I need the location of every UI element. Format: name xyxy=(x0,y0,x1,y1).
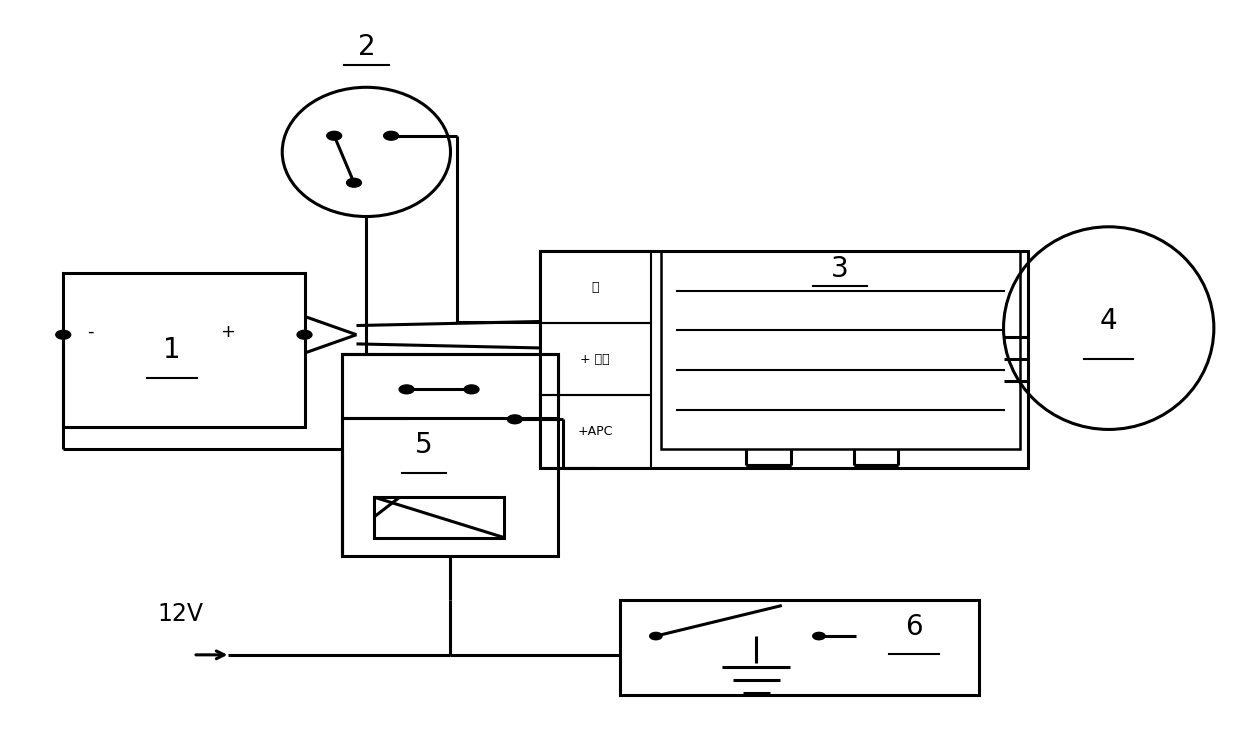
Text: 1: 1 xyxy=(162,336,181,364)
Circle shape xyxy=(383,131,398,140)
Circle shape xyxy=(346,178,361,187)
Bar xyxy=(620,600,978,695)
Circle shape xyxy=(507,415,522,424)
Text: 2: 2 xyxy=(357,33,376,61)
Bar xyxy=(539,324,651,396)
Circle shape xyxy=(464,385,479,394)
Text: 12V: 12V xyxy=(157,602,203,626)
Text: 地: 地 xyxy=(591,281,599,293)
Text: +: + xyxy=(219,323,234,340)
Bar xyxy=(342,354,558,419)
Circle shape xyxy=(298,330,312,339)
Circle shape xyxy=(56,330,71,339)
Bar xyxy=(342,354,558,556)
Bar xyxy=(63,273,305,427)
Bar xyxy=(374,497,503,537)
Circle shape xyxy=(399,385,414,394)
Bar xyxy=(539,251,651,324)
Text: 6: 6 xyxy=(905,612,923,640)
Text: +APC: +APC xyxy=(578,425,613,438)
Text: 5: 5 xyxy=(415,430,433,458)
Circle shape xyxy=(327,131,342,140)
Bar xyxy=(539,396,651,467)
Circle shape xyxy=(812,632,825,640)
Text: -: - xyxy=(87,323,94,340)
Text: 3: 3 xyxy=(831,255,849,283)
Text: + 电池: + 电池 xyxy=(580,353,610,366)
Bar xyxy=(661,251,1019,450)
Text: 4: 4 xyxy=(1100,307,1117,335)
Circle shape xyxy=(650,632,662,640)
Bar xyxy=(539,251,1028,467)
